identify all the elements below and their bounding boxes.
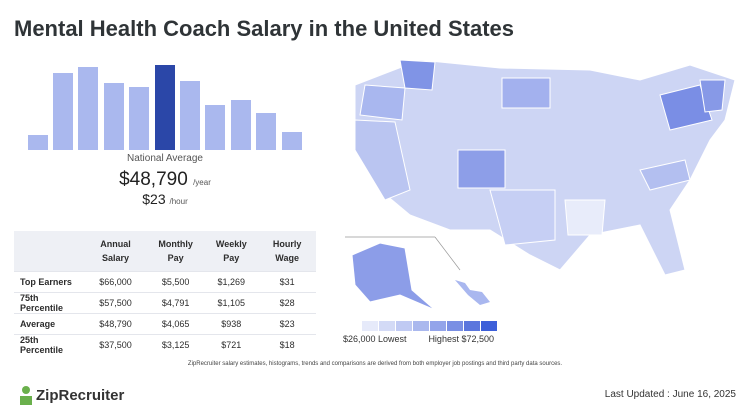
cell: $4,065 [146, 313, 205, 335]
cell: $66,000 [84, 271, 147, 293]
state [457, 149, 506, 189]
row-label: 25th Percentile [14, 334, 85, 355]
legend-swatch [396, 321, 412, 331]
legend-swatch [481, 321, 497, 331]
histogram-bar [53, 73, 73, 150]
cell: $1,269 [204, 271, 259, 293]
cell: $57,500 [84, 292, 147, 314]
alaska [351, 242, 436, 311]
cell: $48,790 [84, 313, 147, 335]
table-row: Average $48,790 $4,065 $938 $23 [14, 313, 316, 335]
state [659, 84, 713, 131]
column-header: Monthly Pay [146, 231, 205, 272]
cell: $4,791 [146, 292, 205, 314]
salary-table: Annual Salary Monthly Pay Weekly Pay Hourly… [14, 231, 316, 355]
row-label: 75th Percentile [14, 292, 85, 314]
histogram-bar [78, 67, 98, 150]
legend-swatch [447, 321, 463, 331]
cell: $18 [258, 334, 316, 355]
legend-swatch [379, 321, 395, 331]
cell: $938 [204, 313, 259, 335]
cell: $23 [258, 313, 316, 335]
legend-high: Highest $72,500 [428, 334, 494, 344]
last-updated: Last Updated : June 16, 2025 [604, 389, 736, 400]
hourly-unit: /hour [169, 197, 188, 206]
legend-low: $26,000 Lowest [343, 334, 407, 344]
brand[interactable]: ZipRecruiter [36, 387, 125, 404]
state [354, 119, 411, 201]
legend-swatch [362, 321, 378, 331]
histogram-bar [180, 81, 200, 150]
column-header: Weekly Pay [204, 231, 259, 272]
hourly-wage: $23 /hour [28, 191, 302, 207]
cell: $5,500 [146, 271, 205, 293]
histogram [28, 65, 302, 150]
state [489, 189, 556, 246]
annual-salary: $48,790 /year [28, 169, 302, 191]
state [699, 79, 726, 113]
cell: $31 [258, 271, 316, 293]
column-header: Annual Salary [84, 231, 147, 272]
histogram-bar [282, 132, 302, 150]
table-header: Annual Salary Monthly Pay Weekly Pay Hourly… [14, 231, 316, 272]
cell: $37,500 [84, 334, 147, 355]
us-map [345, 59, 736, 311]
cell: $721 [204, 334, 259, 355]
table-row: 75th Percentile $57,500 $4,791 $1,105 $28 [14, 292, 316, 314]
state [399, 59, 436, 91]
hourly-value: $23 [142, 191, 166, 207]
table-row: 25th Percentile $37,500 $3,125 $721 $18 [14, 334, 316, 355]
hawaii [455, 280, 490, 305]
column-header: Hourly Wage [258, 231, 316, 272]
cell: $3,125 [146, 334, 205, 355]
table-row: Top Earners $66,000 $5,500 $1,269 $31 [14, 271, 316, 293]
legend-scale [362, 321, 497, 331]
table-body: Top Earners $66,000 $5,500 $1,269 $31 75th Pe… [14, 271, 316, 355]
legend-swatch [430, 321, 446, 331]
footnote: ZipRecruiter salary estimates, histogram… [187, 361, 563, 367]
state [359, 84, 406, 121]
logo-icon [20, 386, 32, 405]
corner-cell [14, 231, 85, 272]
row-label: Average [14, 313, 85, 335]
state [639, 159, 691, 191]
map-land [354, 59, 736, 276]
cell: $28 [258, 292, 316, 314]
histogram-bar-highlight [155, 65, 175, 150]
histogram-bar [129, 87, 149, 150]
histogram-bar [256, 113, 276, 150]
summary-label: National Average [127, 153, 203, 164]
annual-unit: /year [193, 178, 211, 187]
histogram-bar [231, 100, 251, 150]
row-label: Top Earners [14, 271, 85, 293]
legend-swatch [413, 321, 429, 331]
cell: $1,105 [204, 292, 259, 314]
state [501, 77, 551, 109]
state [564, 199, 606, 236]
annual-value: $48,790 [119, 169, 188, 190]
histogram-bar [28, 135, 48, 150]
legend-swatch [464, 321, 480, 331]
histogram-bar [104, 83, 124, 150]
page-title: Mental Health Coach Salary in the United… [14, 16, 515, 41]
inset-line [434, 236, 461, 271]
histogram-bar [205, 105, 225, 150]
